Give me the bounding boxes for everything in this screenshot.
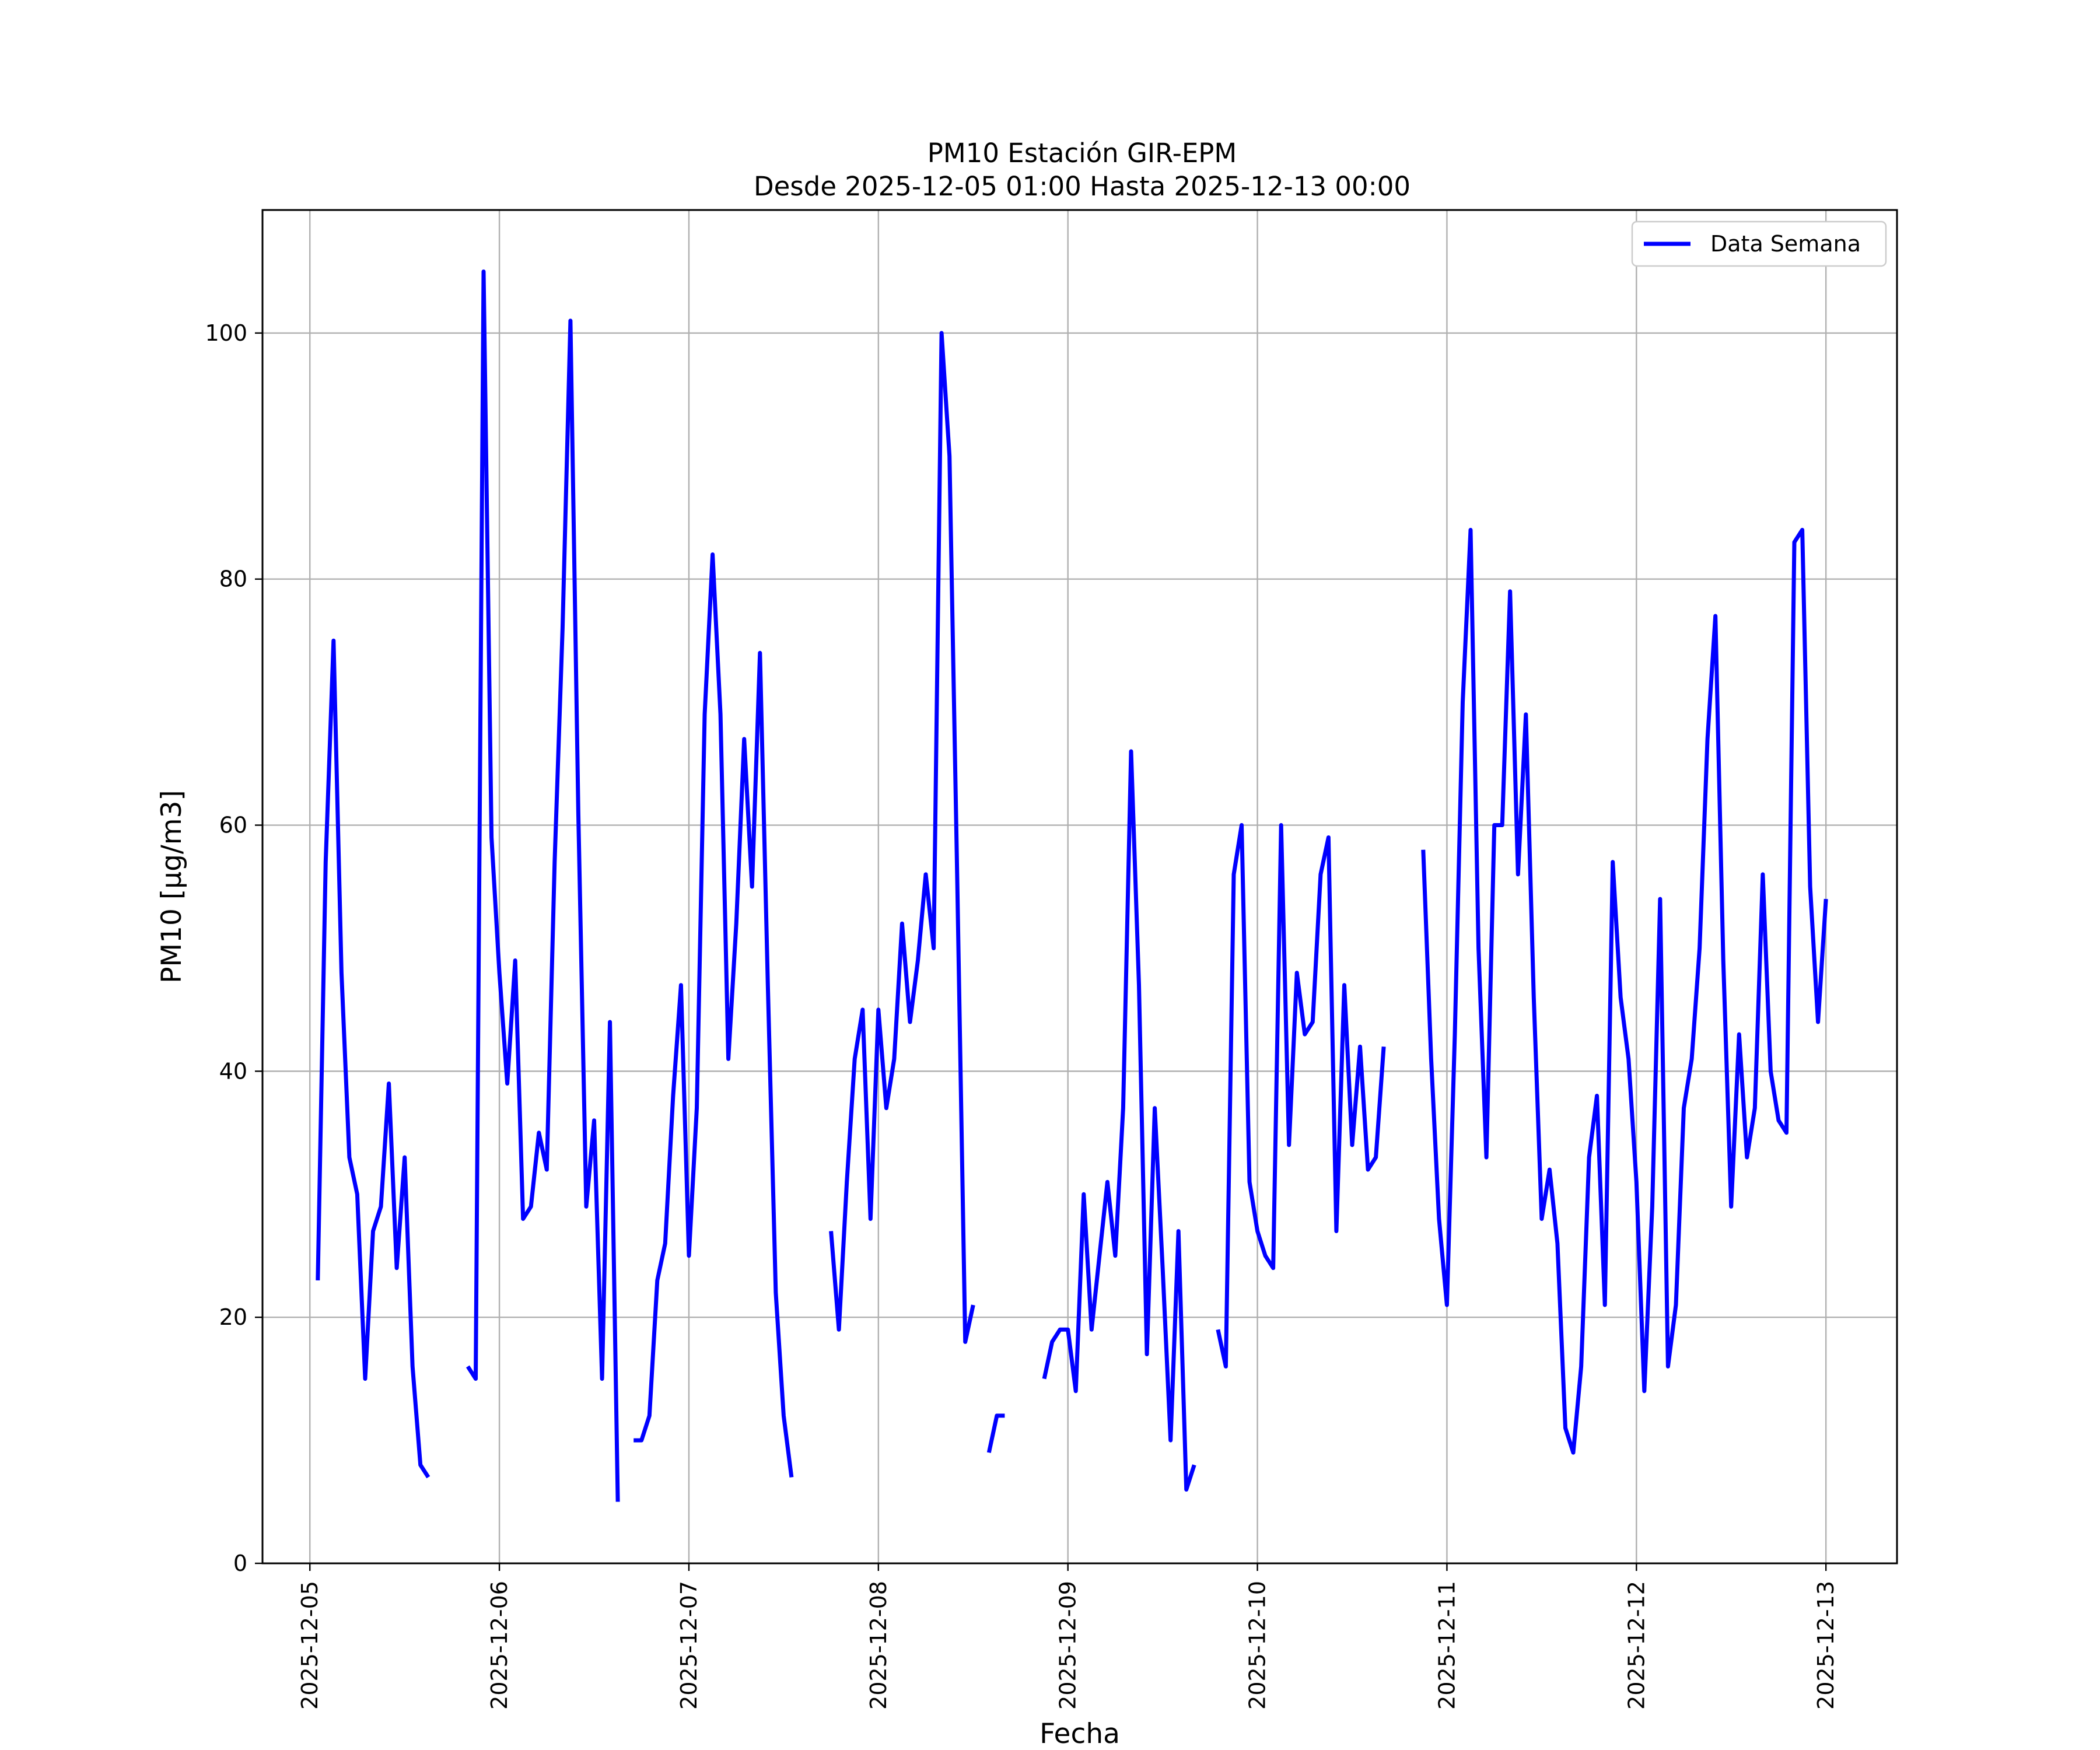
legend-label: Data Semana (1710, 231, 1861, 257)
series-line-segment (466, 270, 620, 1502)
x-axis-ticks: 2025-12-05 2025-12-06 2025-12-07 2025-12-08… (297, 1563, 1839, 1710)
y-axis-label: PM10 [μg/m3] (156, 790, 188, 984)
series-line-segment (634, 552, 794, 1478)
x-tick-label: 2025-12-09 (1055, 1581, 1081, 1710)
y-tick-label: 20 (219, 1304, 247, 1330)
series-line-segment (1216, 823, 1386, 1368)
legend-box (1631, 220, 1887, 267)
x-tick-label: 2025-12-07 (676, 1581, 702, 1710)
series-line-segment (986, 1413, 1005, 1453)
x-tick-label: 2025-12-10 (1245, 1581, 1270, 1710)
y-tick-label: 80 (219, 566, 247, 592)
x-tick-label: 2025-12-11 (1434, 1581, 1460, 1710)
x-tick-label: 2025-12-13 (1813, 1581, 1839, 1710)
y-tick-label: 60 (219, 813, 247, 838)
series-line-segment (316, 638, 430, 1479)
data-line-layer (316, 270, 1828, 1502)
x-tick-label: 2025-12-06 (487, 1581, 512, 1710)
x-axis-label: Fecha (1040, 1718, 1120, 1750)
x-tick-label: 2025-12-12 (1623, 1581, 1649, 1710)
y-tick-label: 100 (205, 320, 247, 346)
series-line-segment (1042, 749, 1196, 1492)
y-tick-label: 40 (219, 1058, 247, 1084)
y-tick-label: 0 (233, 1550, 247, 1576)
plot-frame (261, 209, 1898, 1564)
chart-subtitle: Desde 2025-12-05 01:00 Hasta 2025-12-13 … (754, 171, 1410, 202)
chart-title: PM10 Estación GIR-EPM (928, 138, 1237, 169)
x-tick-label: 2025-12-05 (297, 1581, 323, 1710)
legend: Data Semana (1631, 220, 1887, 267)
x-tick-label: 2025-12-08 (866, 1581, 891, 1710)
y-axis-ticks: 0 20 40 60 80 100 (205, 320, 262, 1576)
series-line-segment (1421, 527, 1828, 1455)
series-line-segment (829, 331, 975, 1344)
